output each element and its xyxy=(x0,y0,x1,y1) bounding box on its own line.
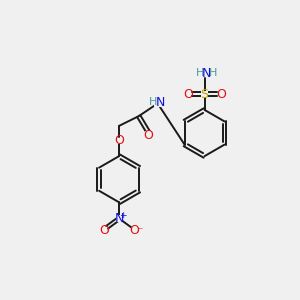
Text: ⁻: ⁻ xyxy=(138,226,143,236)
Bar xyxy=(218,91,224,98)
Bar xyxy=(101,227,107,233)
Text: O: O xyxy=(216,88,226,101)
Bar xyxy=(154,100,161,107)
Text: N: N xyxy=(202,67,212,80)
Bar xyxy=(116,215,122,222)
Text: +: + xyxy=(119,211,127,220)
Text: N: N xyxy=(156,96,165,109)
Text: O: O xyxy=(114,134,124,147)
Bar xyxy=(131,227,137,233)
Text: O: O xyxy=(143,129,153,142)
Text: O: O xyxy=(129,224,139,236)
Bar xyxy=(185,91,191,98)
Text: S: S xyxy=(201,88,208,101)
Bar xyxy=(201,71,208,77)
Text: O: O xyxy=(183,88,193,101)
Bar xyxy=(116,138,122,144)
Text: H: H xyxy=(148,97,157,107)
Text: O: O xyxy=(99,224,109,236)
Bar xyxy=(201,91,208,98)
Text: N: N xyxy=(114,212,124,225)
Text: H: H xyxy=(208,68,217,78)
Bar xyxy=(145,131,152,137)
Text: H: H xyxy=(196,68,204,78)
